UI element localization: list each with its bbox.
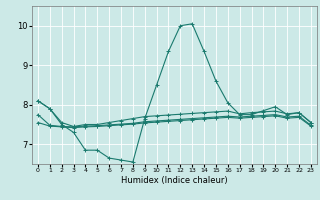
X-axis label: Humidex (Indice chaleur): Humidex (Indice chaleur) <box>121 176 228 185</box>
